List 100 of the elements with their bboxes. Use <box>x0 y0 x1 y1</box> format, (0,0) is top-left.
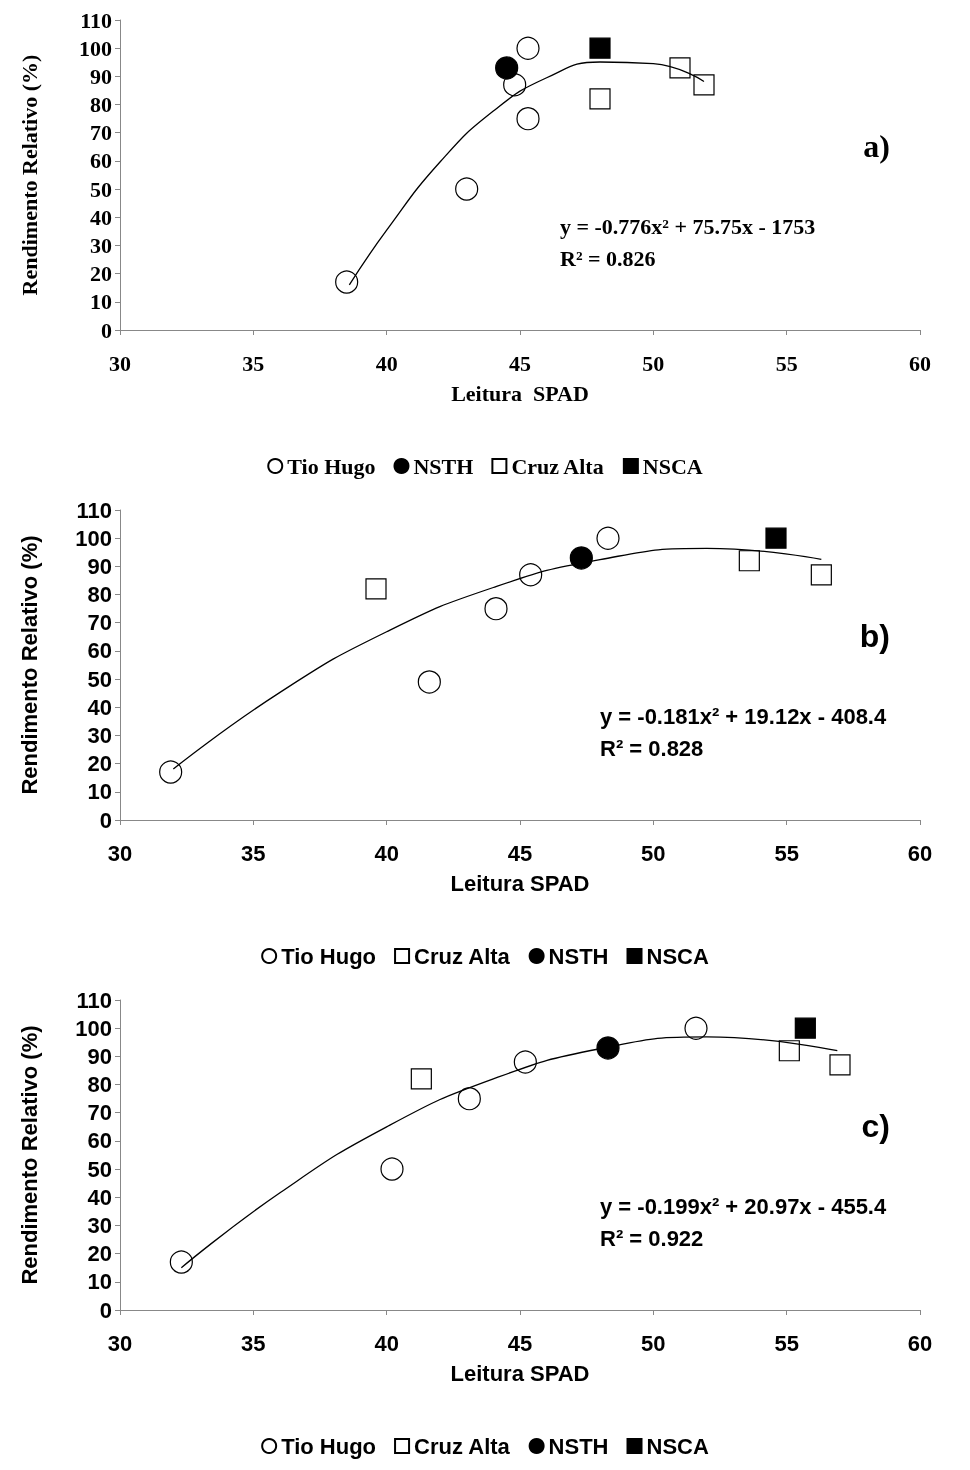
point <box>335 270 359 294</box>
y-tick-label: 90 <box>87 553 112 579</box>
annotation: R² = 0.828 <box>600 735 704 761</box>
y-tick-label: 80 <box>90 92 112 118</box>
legend-label: Tio Hugo <box>287 453 376 479</box>
y-tick-label: 110 <box>76 987 112 1013</box>
point <box>365 578 387 600</box>
point <box>778 1040 800 1062</box>
legend-label: NSCA <box>646 1433 709 1459</box>
point <box>484 597 508 621</box>
x-tick-label: 35 <box>241 1330 266 1356</box>
point <box>794 1017 816 1039</box>
point <box>417 670 441 694</box>
point <box>516 107 540 131</box>
annotation: y = -0.776x² + 75.75x - 1753 <box>560 213 816 239</box>
point <box>516 36 540 60</box>
y-tick-label: 80 <box>87 582 112 608</box>
point <box>765 527 787 549</box>
point <box>738 550 760 572</box>
y-tick-label: 100 <box>75 1015 112 1041</box>
annotation: y = -0.199x² + 20.97x - 455.4 <box>600 1193 887 1219</box>
y-tick-label: 20 <box>90 261 112 287</box>
y-tick-label: 80 <box>87 1072 112 1098</box>
x-tick-label: 45 <box>507 1330 533 1356</box>
point <box>457 1087 481 1111</box>
point <box>669 57 691 79</box>
y-tick-label: 10 <box>90 289 112 315</box>
y-tick-label: 70 <box>87 1100 112 1126</box>
x-tick-label: 35 <box>241 840 266 866</box>
point <box>589 88 611 110</box>
point <box>410 1068 432 1090</box>
x-tick-label: 60 <box>907 1330 933 1356</box>
y-tick-label: 20 <box>87 751 112 777</box>
y-tick-label: 40 <box>87 694 112 720</box>
annotation: y = -0.181x² + 19.12x - 408.4 <box>600 703 887 729</box>
point <box>513 1050 537 1074</box>
x-axis-title: Leitura SPAD <box>450 1360 590 1386</box>
legend-label: Cruz Alta <box>414 943 511 969</box>
legend-label: NSCA <box>642 453 703 479</box>
y-tick-label: 70 <box>90 120 112 146</box>
y-axis-title: Rendimento Relativo (%) <box>16 54 42 296</box>
y-tick-label: 30 <box>87 1212 112 1238</box>
point <box>829 1054 851 1076</box>
point <box>495 56 519 80</box>
x-tick-label: 40 <box>374 1330 399 1356</box>
point <box>810 564 832 586</box>
point <box>596 1036 620 1060</box>
x-axis-title: Leitura SPAD <box>450 870 590 896</box>
y-tick-label: 40 <box>90 204 112 230</box>
legend-label: Tio Hugo <box>281 943 377 969</box>
point <box>380 1157 404 1181</box>
y-tick-label: 10 <box>87 1269 112 1295</box>
y-tick-label: 100 <box>75 525 112 551</box>
annotation: c) <box>861 1108 890 1144</box>
y-tick-label: 60 <box>87 638 112 664</box>
y-tick-label: 70 <box>87 610 112 636</box>
point <box>159 760 183 784</box>
x-tick-label: 55 <box>774 1330 799 1356</box>
point <box>596 526 620 550</box>
point <box>519 563 543 587</box>
x-axis-title: Leitura SPAD <box>451 380 589 406</box>
annotation: R² = 0.922 <box>600 1225 704 1251</box>
y-tick-label: 20 <box>87 1241 112 1267</box>
x-tick-label: 60 <box>907 840 933 866</box>
x-tick-label: 60 <box>909 350 931 376</box>
y-tick-label: 110 <box>76 497 112 523</box>
legend-label: NSTH <box>413 453 474 479</box>
y-tick-label: 40 <box>87 1184 112 1210</box>
y-tick-label: 0 <box>99 1297 112 1323</box>
legend-label: Cruz Alta <box>414 1433 511 1459</box>
x-tick-label: 40 <box>375 350 398 376</box>
point <box>589 37 611 59</box>
y-tick-label: 100 <box>79 35 112 61</box>
y-tick-label: 50 <box>90 176 112 202</box>
y-tick-label: 50 <box>87 666 112 692</box>
point <box>693 74 715 96</box>
y-tick-label: 90 <box>87 1043 112 1069</box>
legend-label: Tio Hugo <box>281 1433 377 1459</box>
x-tick-label: 35 <box>242 350 265 376</box>
x-tick-label: 55 <box>775 350 798 376</box>
x-tick-label: 45 <box>509 350 531 376</box>
x-tick-label: 45 <box>507 840 533 866</box>
y-tick-label: 60 <box>90 148 112 174</box>
point <box>455 177 479 201</box>
legend-label: NSCA <box>646 943 709 969</box>
legend-label: NSTH <box>548 1433 609 1459</box>
point <box>169 1250 193 1274</box>
legend-label: NSTH <box>548 943 609 969</box>
y-tick-label: 110 <box>80 7 112 33</box>
y-axis-title: Rendimento Relativo (%) <box>16 535 42 795</box>
legend-label: Cruz Alta <box>511 453 604 479</box>
x-tick-label: 55 <box>774 840 799 866</box>
annotation: b) <box>859 618 890 654</box>
y-tick-label: 0 <box>99 807 112 833</box>
x-tick-label: 50 <box>641 1330 666 1356</box>
y-tick-label: 30 <box>90 232 112 258</box>
y-tick-label: 10 <box>87 779 112 805</box>
annotation: R² = 0.826 <box>559 245 656 271</box>
y-tick-label: 50 <box>87 1156 112 1182</box>
x-tick-label: 50 <box>641 840 666 866</box>
